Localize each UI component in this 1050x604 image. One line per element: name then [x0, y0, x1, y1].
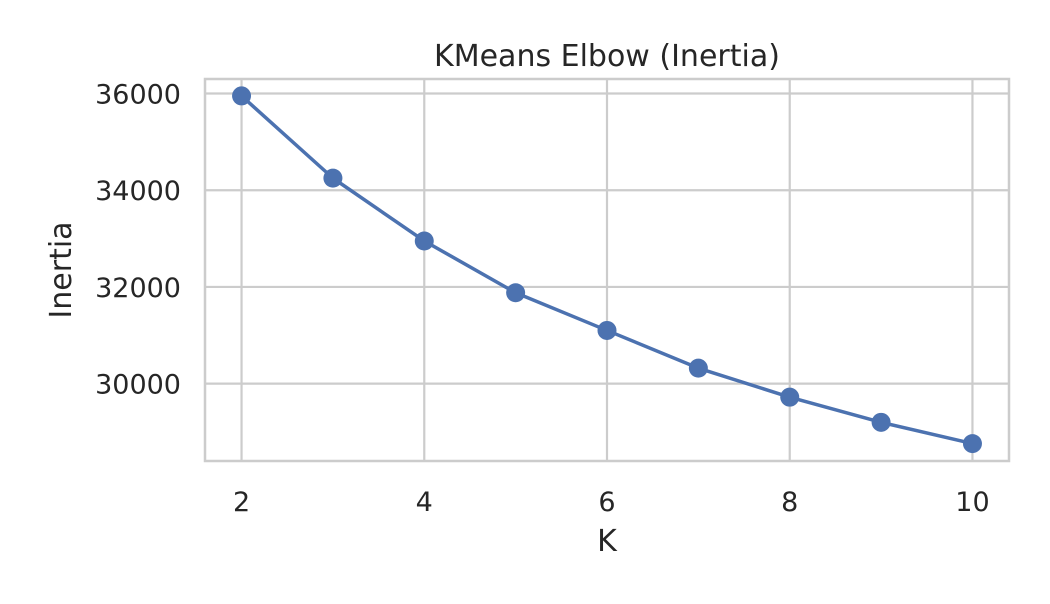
x-tick-label: 4 [416, 487, 433, 518]
x-tick-label: 6 [598, 487, 615, 518]
x-axis-title: K [597, 524, 618, 559]
data-point [232, 86, 252, 106]
x-tick-label: 2 [233, 487, 250, 518]
data-point [597, 320, 617, 340]
y-axis-title: Inertia [44, 221, 79, 318]
data-point [323, 168, 343, 188]
data-point [506, 283, 526, 303]
y-tick-label: 30000 [95, 370, 181, 401]
y-tick-label: 32000 [95, 273, 181, 304]
data-point [871, 412, 891, 432]
x-tick-label: 8 [781, 487, 798, 518]
x-tick-label: 10 [955, 487, 989, 518]
data-point [414, 231, 434, 251]
y-tick-label: 36000 [95, 80, 181, 111]
chart-title: KMeans Elbow (Inertia) [434, 39, 780, 74]
series-layer [232, 86, 982, 454]
data-point [780, 387, 800, 407]
grid-layer [205, 79, 1009, 461]
data-point [962, 434, 982, 454]
y-tick-label: 34000 [95, 176, 181, 207]
plot-frame [203, 77, 1011, 463]
tick-layer: 2 4 6 8 10 30000 32000 34000 36000 [95, 80, 990, 518]
data-point [688, 358, 708, 378]
